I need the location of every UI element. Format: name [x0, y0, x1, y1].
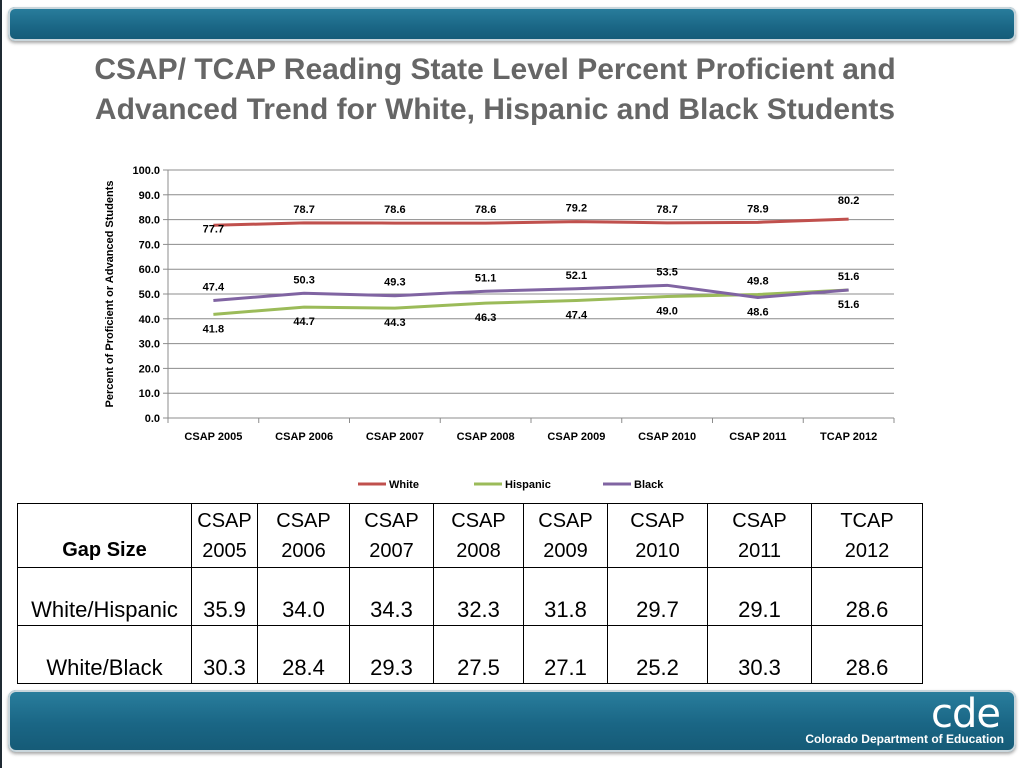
table-cell: 29.1 — [707, 567, 812, 626]
table-cell: 27.5 — [433, 625, 524, 684]
table-cell: 27.1 — [523, 625, 608, 684]
footer-banner: cde Colorado Department of Education — [8, 690, 1016, 752]
y-tick-label: 0.0 — [145, 413, 160, 425]
table-cell: 29.7 — [607, 567, 708, 626]
series-line-black — [213, 283, 849, 302]
x-tick-label: CSAP 2010 — [638, 431, 696, 443]
x-tick-label: TCAP 2012 — [820, 431, 877, 443]
table-column-header: CSAP 2007 — [349, 503, 434, 568]
table-column-header: CSAP 2008 — [433, 503, 524, 568]
table-column-header: TCAP 2012 — [811, 503, 923, 568]
legend-label-white: White — [389, 479, 419, 491]
slide-title-line1: CSAP/ TCAP Reading State Level Percent P… — [94, 53, 896, 86]
y-tick-label: 70.0 — [139, 239, 160, 251]
data-label-black: 51.6 — [838, 271, 859, 283]
x-tick-label: CSAP 2008 — [457, 431, 515, 443]
y-tick-label: 80.0 — [139, 215, 160, 227]
y-tick-label: 30.0 — [139, 339, 160, 351]
y-tick-label: 50.0 — [139, 289, 160, 301]
data-label-hispanic: 44.7 — [293, 316, 314, 328]
legend-label-black: Black — [634, 479, 664, 491]
data-label-black: 49.3 — [384, 277, 405, 289]
table-column-header: CSAP 2009 — [523, 503, 608, 568]
slide-title-line2: Advanced Trend for White, Hispanic and B… — [94, 93, 896, 126]
x-tick-label: CSAP 2009 — [547, 431, 605, 443]
table-row-white-black: White/Black 30.3 28.4 29.3 27.5 27.1 25.… — [17, 625, 923, 684]
data-label-hispanic: 51.6 — [838, 299, 859, 311]
table-column-header: CSAP 2010 — [607, 503, 708, 568]
data-label-hispanic: 49.0 — [656, 305, 677, 317]
top-banner — [8, 7, 1016, 41]
table-cell: 31.8 — [523, 567, 608, 626]
data-label-black: 50.3 — [293, 274, 314, 286]
table-cell: 29.3 — [349, 625, 434, 684]
data-label-white: 78.7 — [656, 204, 677, 216]
slide-title: CSAP/ TCAP Reading State Level Percent P… — [0, 50, 990, 130]
x-tick-label: CSAP 2011 — [729, 431, 786, 443]
table-cell: 34.3 — [349, 567, 434, 626]
data-label-hispanic: 41.8 — [203, 323, 224, 335]
data-label-hispanic: 49.8 — [747, 275, 768, 287]
chart-svg: 0.0 10.0 20.0 30.0 40.0 50.0 60.0 70.0 80.0 90.0 1… — [104, 165, 895, 491]
data-label-black: 53.5 — [656, 266, 677, 278]
table-cell: 30.3 — [191, 625, 258, 684]
data-label-black: 47.4 — [203, 281, 225, 293]
y-tick-label: 40.0 — [139, 314, 160, 326]
table-cell: 28.6 — [811, 625, 923, 684]
y-tick-label: 90.0 — [139, 190, 160, 202]
gap-size-table: Gap Size CSAP 2005 CSAP 2006 CSAP 2007 CSAP… — [17, 503, 923, 684]
data-label-white: 80.2 — [838, 195, 859, 207]
table-cell: 28.6 — [811, 567, 923, 626]
table-cell: 25.2 — [607, 625, 708, 684]
table-row-label: White/Hispanic — [17, 567, 192, 626]
table-cell: 28.4 — [257, 625, 350, 684]
data-label-white: 77.7 — [203, 223, 224, 235]
legend-label-hispanic: Hispanic — [505, 479, 551, 491]
table-corner-label: Gap Size — [17, 503, 192, 568]
y-axis-label: Percent of Proficient or Advanced Studen… — [104, 181, 116, 408]
data-label-white: 78.6 — [384, 204, 405, 216]
data-label-white: 79.2 — [566, 203, 587, 215]
x-tick-label: CSAP 2007 — [366, 431, 424, 443]
series-line-white — [213, 217, 849, 227]
table-row-white-hispanic: White/Hispanic 35.9 34.0 34.3 32.3 31.8 … — [17, 567, 923, 626]
table-cell: 34.0 — [257, 567, 350, 626]
line-chart: 0.0 10.0 20.0 30.0 40.0 50.0 60.0 70.0 80.0 90.0 1… — [96, 158, 916, 503]
table-cell: 35.9 — [191, 567, 258, 626]
y-tick-label: 20.0 — [139, 363, 160, 375]
y-tick-label: 60.0 — [139, 264, 160, 276]
table-cell: 32.3 — [433, 567, 524, 626]
x-tick-label: CSAP 2005 — [184, 431, 242, 443]
data-label-white: 78.7 — [293, 204, 314, 216]
data-label-hispanic: 46.3 — [475, 312, 496, 324]
data-label-hispanic: 47.4 — [566, 309, 588, 321]
data-label-hispanic: 44.3 — [384, 317, 405, 329]
data-label-black: 52.1 — [566, 270, 587, 282]
x-tick-label: CSAP 2006 — [275, 431, 333, 443]
table-row-label: White/Black — [17, 625, 192, 684]
table-column-header: CSAP 2011 — [707, 503, 812, 568]
table-column-header: CSAP 2005 — [191, 503, 258, 568]
cde-logo: cde — [931, 691, 1001, 737]
frame-left-edge — [0, 0, 2, 768]
table-cell: 30.3 — [707, 625, 812, 684]
y-tick-label: 10.0 — [139, 388, 160, 400]
data-label-black: 48.6 — [747, 306, 768, 318]
data-label-white: 78.6 — [475, 204, 496, 216]
data-label-white: 78.9 — [747, 203, 768, 215]
org-name: Colorado Department of Education — [805, 732, 1004, 746]
table-header-row: Gap Size CSAP 2005 CSAP 2006 CSAP 2007 CSAP… — [17, 503, 923, 568]
y-tick-label: 100.0 — [132, 165, 160, 177]
table-column-header: CSAP 2006 — [257, 503, 350, 568]
data-label-black: 51.1 — [475, 272, 496, 284]
